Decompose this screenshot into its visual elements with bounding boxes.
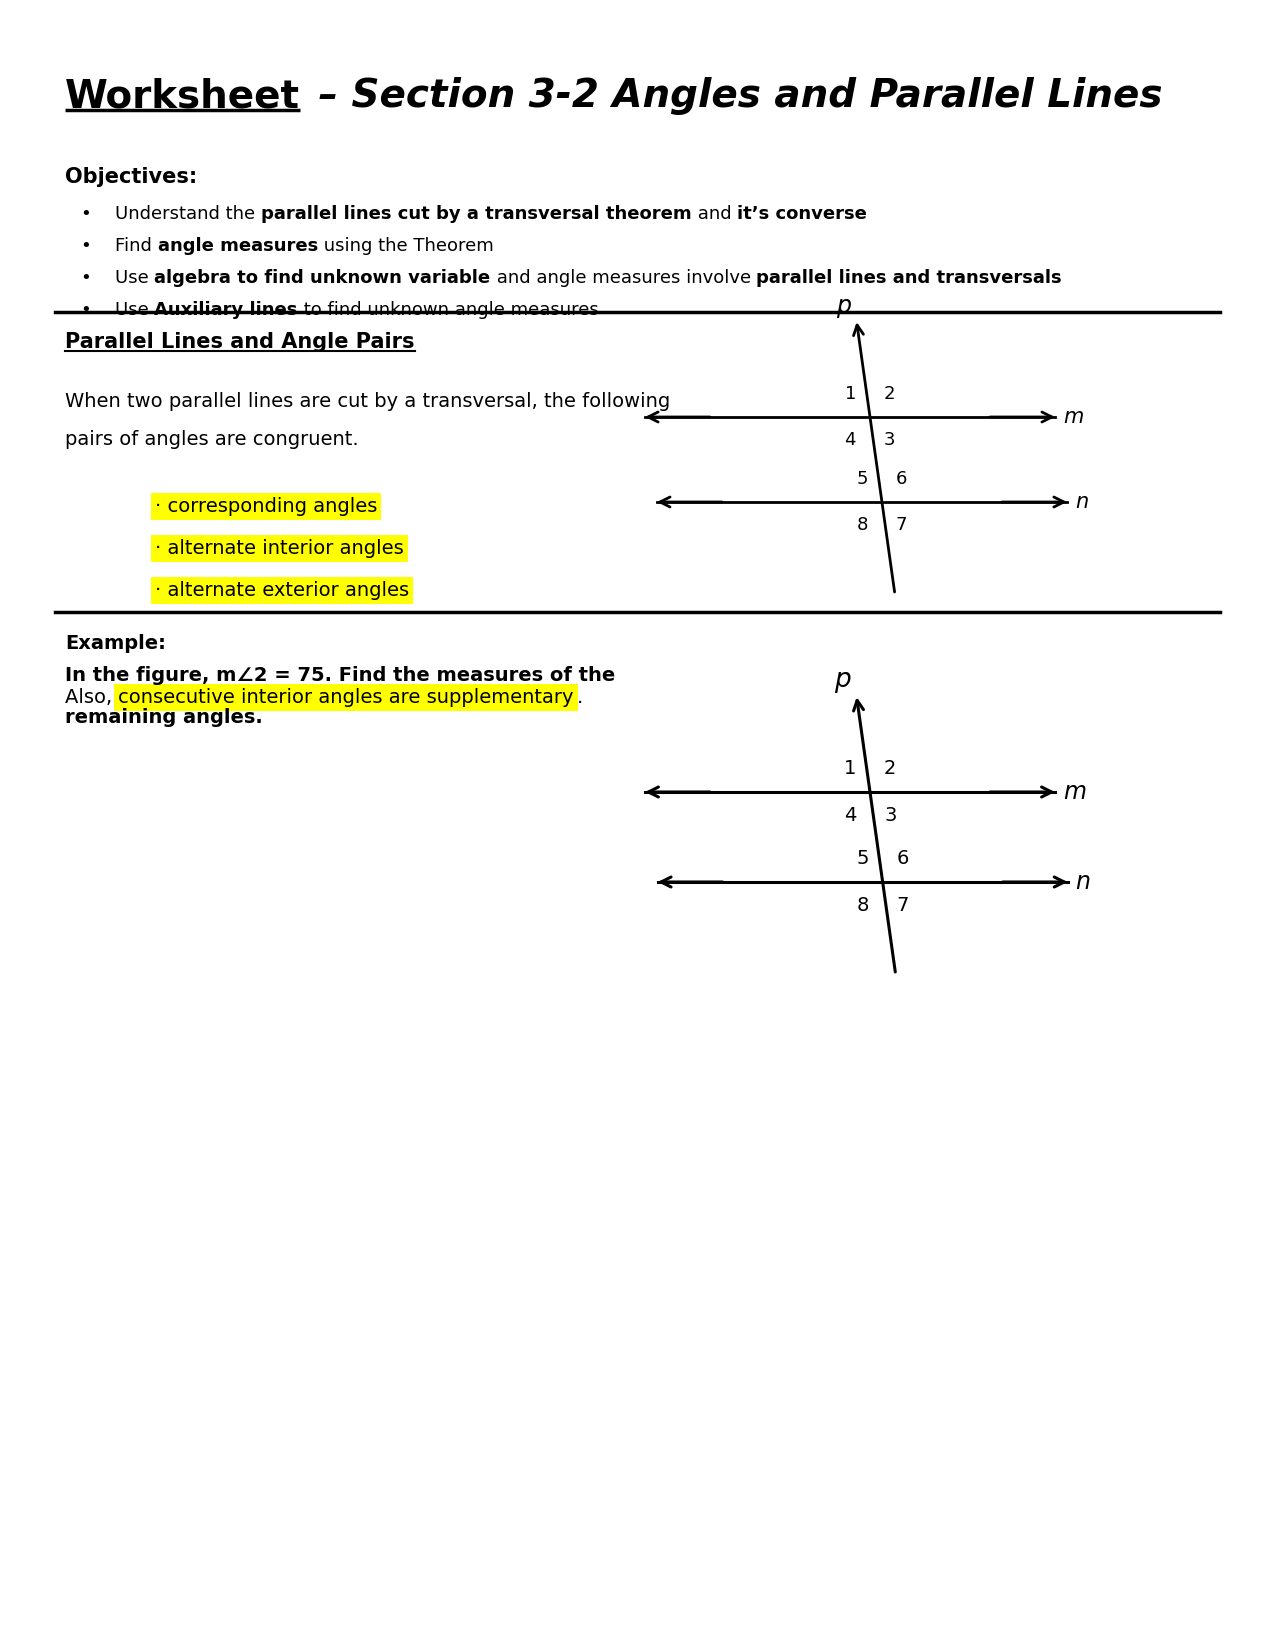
Text: angle measures: angle measures <box>158 237 317 255</box>
Text: •: • <box>80 300 91 318</box>
Text: 6: 6 <box>896 849 909 868</box>
Text: n: n <box>1075 491 1088 512</box>
Text: 7: 7 <box>896 516 908 534</box>
Text: 2: 2 <box>884 385 895 403</box>
Text: In the figure, m∠2 = 75. Find the measures of the: In the figure, m∠2 = 75. Find the measur… <box>65 666 616 685</box>
Text: Worksheet: Worksheet <box>65 77 300 114</box>
Text: and angle measures involve: and angle measures involve <box>491 269 756 287</box>
Text: and: and <box>691 206 737 224</box>
Text: 6: 6 <box>896 470 908 488</box>
Text: Understand the: Understand the <box>115 206 261 224</box>
Text: 4: 4 <box>844 806 856 826</box>
Text: · alternate interior angles: · alternate interior angles <box>156 539 404 558</box>
Text: 1: 1 <box>844 759 856 778</box>
Text: using the Theorem: using the Theorem <box>317 237 493 255</box>
Text: – Section 3-2 Angles and Parallel Lines: – Section 3-2 Angles and Parallel Lines <box>305 77 1163 114</box>
Text: .: . <box>576 689 583 707</box>
Text: Also,: Also, <box>65 689 119 707</box>
Text: · alternate exterior angles: · alternate exterior angles <box>156 581 409 601</box>
Text: 5: 5 <box>856 849 868 868</box>
Text: to find unknown angle measures: to find unknown angle measures <box>298 300 599 318</box>
Text: parallel lines and transversals: parallel lines and transversals <box>756 269 1062 287</box>
Text: 3: 3 <box>884 431 895 449</box>
Text: Find: Find <box>115 237 158 255</box>
Text: consecutive interior angles are supplementary: consecutive interior angles are suppleme… <box>119 689 574 707</box>
Text: Use: Use <box>115 300 154 318</box>
Text: 4: 4 <box>844 431 856 449</box>
Text: n: n <box>1076 870 1090 894</box>
Text: algebra to find unknown variable: algebra to find unknown variable <box>154 269 491 287</box>
Text: 1: 1 <box>844 385 856 403</box>
Text: parallel lines cut by a transversal theorem: parallel lines cut by a transversal theo… <box>261 206 691 224</box>
Text: •: • <box>80 206 91 224</box>
Text: 5: 5 <box>857 470 868 488</box>
Text: p: p <box>834 667 850 694</box>
Text: 8: 8 <box>857 516 868 534</box>
Text: Parallel Lines and Angle Pairs: Parallel Lines and Angle Pairs <box>65 331 414 353</box>
Text: 2: 2 <box>884 759 896 778</box>
Text: Auxiliary lines: Auxiliary lines <box>154 300 298 318</box>
Text: Example:: Example: <box>65 633 166 653</box>
Text: Use: Use <box>115 269 154 287</box>
Text: m: m <box>1063 406 1084 428</box>
Text: m: m <box>1063 780 1086 805</box>
Text: When two parallel lines are cut by a transversal, the following: When two parallel lines are cut by a tra… <box>65 392 671 411</box>
Text: •: • <box>80 269 91 287</box>
Text: 8: 8 <box>857 896 868 916</box>
Text: 7: 7 <box>896 896 909 916</box>
Text: pairs of angles are congruent.: pairs of angles are congruent. <box>65 429 358 449</box>
Text: 3: 3 <box>884 806 896 826</box>
Text: · corresponding angles: · corresponding angles <box>156 498 377 516</box>
Text: p: p <box>835 294 850 318</box>
Text: •: • <box>80 237 91 255</box>
Text: remaining angles.: remaining angles. <box>65 708 263 726</box>
Text: Objectives:: Objectives: <box>65 166 198 188</box>
Text: it’s converse: it’s converse <box>737 206 867 224</box>
